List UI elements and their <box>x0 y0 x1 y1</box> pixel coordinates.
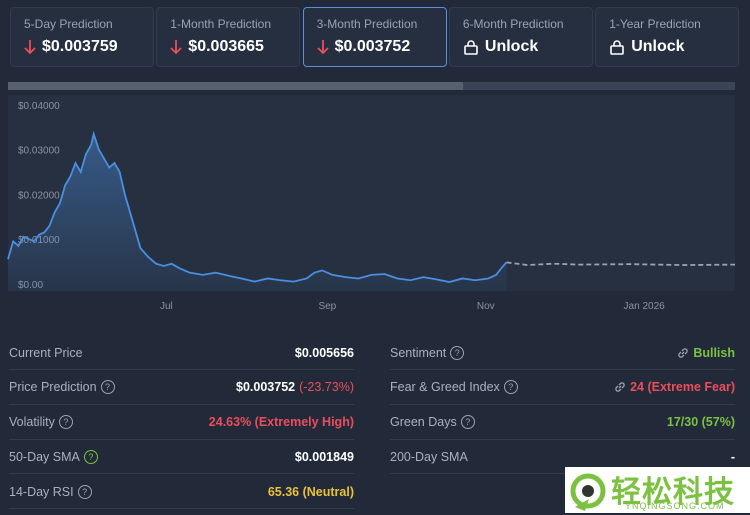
link-icon <box>678 347 689 358</box>
prediction-card[interactable]: 1-Year Prediction Unlock <box>595 7 740 67</box>
stat-label-text: Volatility <box>9 415 55 430</box>
chart: $0.00$0.01000$0.02000$0.03000$0.04000Jul… <box>7 82 736 312</box>
help-icon[interactable]: ? <box>460 415 475 430</box>
help-icon[interactable]: ? <box>450 345 465 360</box>
stat-value-text: 24.63% (Extremely High) <box>208 415 354 430</box>
stat-row: 200-Day SMA - <box>390 440 735 475</box>
stat-label: Price Prediction? <box>9 380 115 395</box>
y-tick-label: $0.04000 <box>18 101 60 112</box>
prediction-card[interactable]: 5-Day Prediction $0.003759 <box>10 7 154 67</box>
stat-label-text: 50-Day SMA <box>9 449 80 464</box>
card-value-text: $0.003665 <box>188 38 264 55</box>
stat-row: Fear & Greed Index? 24 (Extreme Fear) <box>390 371 735 405</box>
card-title: 1-Month Prediction <box>170 17 272 31</box>
stat-row: Current Price $0.005656 <box>9 336 354 370</box>
stat-label: Sentiment? <box>390 345 465 360</box>
stat-value: 17/30 (57%) <box>667 415 735 429</box>
card-title: 5-Day Prediction <box>24 17 113 31</box>
card-value: Unlock <box>463 38 538 56</box>
help-icon[interactable]: ? <box>503 380 518 395</box>
stat-label-text: 200-Day SMA <box>390 449 468 464</box>
scrollbar-thumb[interactable] <box>8 82 463 90</box>
stat-value-text: - <box>730 449 735 464</box>
card-value-text: $0.003759 <box>42 38 118 55</box>
price-line <box>7 130 508 283</box>
stat-row: 14-Day RSI? 65.36 (Neutral) <box>9 475 354 510</box>
x-tick-label: Nov <box>477 301 495 312</box>
stat-value-text: $0.005656 <box>294 345 354 360</box>
prediction-card[interactable]: 6-Month Prediction Unlock <box>448 7 593 67</box>
stat-value-text: $0.001849 <box>294 449 354 464</box>
card-title: 6-Month Prediction <box>462 17 564 31</box>
help-icon[interactable]: ? <box>77 484 92 499</box>
down-arrow-icon <box>170 40 182 55</box>
stat-value-text: 65.36 (Neutral) <box>267 484 354 499</box>
stat-row: 50-Day SMA? $0.001849 <box>9 440 354 475</box>
card-value-text: Unlock <box>631 38 685 55</box>
card-value-text: $0.003752 <box>334 38 411 55</box>
card-value: $0.003759 <box>24 38 118 56</box>
lock-icon <box>464 40 478 55</box>
stat-label: Fear & Greed Index? <box>390 380 518 395</box>
card-value: $0.003665 <box>170 38 264 56</box>
watermark-logo <box>570 473 606 511</box>
stat-value-text: 17/30 (57%) <box>666 415 735 430</box>
stat-value-text: $0.003752 <box>236 380 296 395</box>
help-icon[interactable]: ? <box>100 380 115 395</box>
stat-value: 65.36 (Neutral) <box>268 485 354 499</box>
stat-label-text: Green Days <box>390 415 457 430</box>
lock-icon <box>610 40 624 55</box>
stat-value: 24.63% (Extremely High) <box>209 415 354 429</box>
watermark-url: YNQINGSONG.COM <box>625 501 725 511</box>
stat-row: Sentiment? Bullish <box>390 336 735 370</box>
area <box>8 133 507 291</box>
stat-value: - <box>731 450 735 464</box>
stat-row: Price Prediction? $0.003752 (-23.73%) <box>9 371 354 405</box>
stat-label-text: Price Prediction <box>9 380 97 395</box>
card-value: $0.003752 <box>316 38 411 56</box>
stat-value: $0.001849 <box>295 450 354 464</box>
stat-label-text: Current Price <box>9 345 83 360</box>
stat-label: Green Days? <box>390 415 475 430</box>
x-tick-label: Jul <box>160 301 173 312</box>
stat-label-text: Sentiment <box>390 345 447 360</box>
stat-label: 200-Day SMA <box>390 450 468 464</box>
down-arrow-icon <box>24 40 36 55</box>
help-icon[interactable]: ? <box>83 449 98 464</box>
stat-value: 24 (Extreme Fear) <box>614 380 735 394</box>
y-tick-label: $0.03000 <box>18 146 60 157</box>
stat-value: $0.003752 (-23.73%) <box>236 380 354 394</box>
stat-label-text: 14-Day RSI <box>9 484 74 499</box>
down-arrow-icon <box>316 40 329 55</box>
x-tick-label: Jan 2026 <box>624 301 666 312</box>
card-title: 1-Year Prediction <box>609 17 701 31</box>
prediction-card[interactable]: 1-Month Prediction $0.003665 <box>156 7 301 67</box>
link-icon <box>615 382 625 392</box>
card-value: Unlock <box>609 38 685 56</box>
stat-label: Volatility? <box>9 415 73 430</box>
stat-value-text: Bullish <box>693 345 735 360</box>
stat-value: $0.005656 <box>295 346 354 360</box>
watermark-title: 轻松科技 <box>611 475 735 510</box>
stat-value-text: 24 (Extreme Fear) <box>630 380 735 395</box>
y-tick-label: $0.02000 <box>18 190 60 201</box>
stat-label-text: Fear & Greed Index <box>390 380 500 395</box>
stat-label: Current Price <box>9 346 83 360</box>
watermark: 轻松科技 YNQINGSONG.COM <box>565 467 750 513</box>
help-icon[interactable]: ? <box>58 415 73 430</box>
prediction-card[interactable]: 3-Month Prediction $0.003752 <box>302 7 447 67</box>
x-tick-label: Sep <box>318 301 336 312</box>
stat-change: (-23.73%) <box>299 380 354 395</box>
prediction-line <box>506 261 736 266</box>
stat-row: Volatility? 24.63% (Extremely High) <box>9 406 354 440</box>
stat-value: Bullish <box>677 346 735 360</box>
card-value-text: Unlock <box>484 38 539 55</box>
stat-row: Green Days? 17/30 (57%) <box>390 406 735 440</box>
card-title: 3-Month Prediction <box>316 17 418 31</box>
stat-label: 50-Day SMA? <box>9 449 98 464</box>
stat-label: 14-Day RSI? <box>9 484 92 499</box>
